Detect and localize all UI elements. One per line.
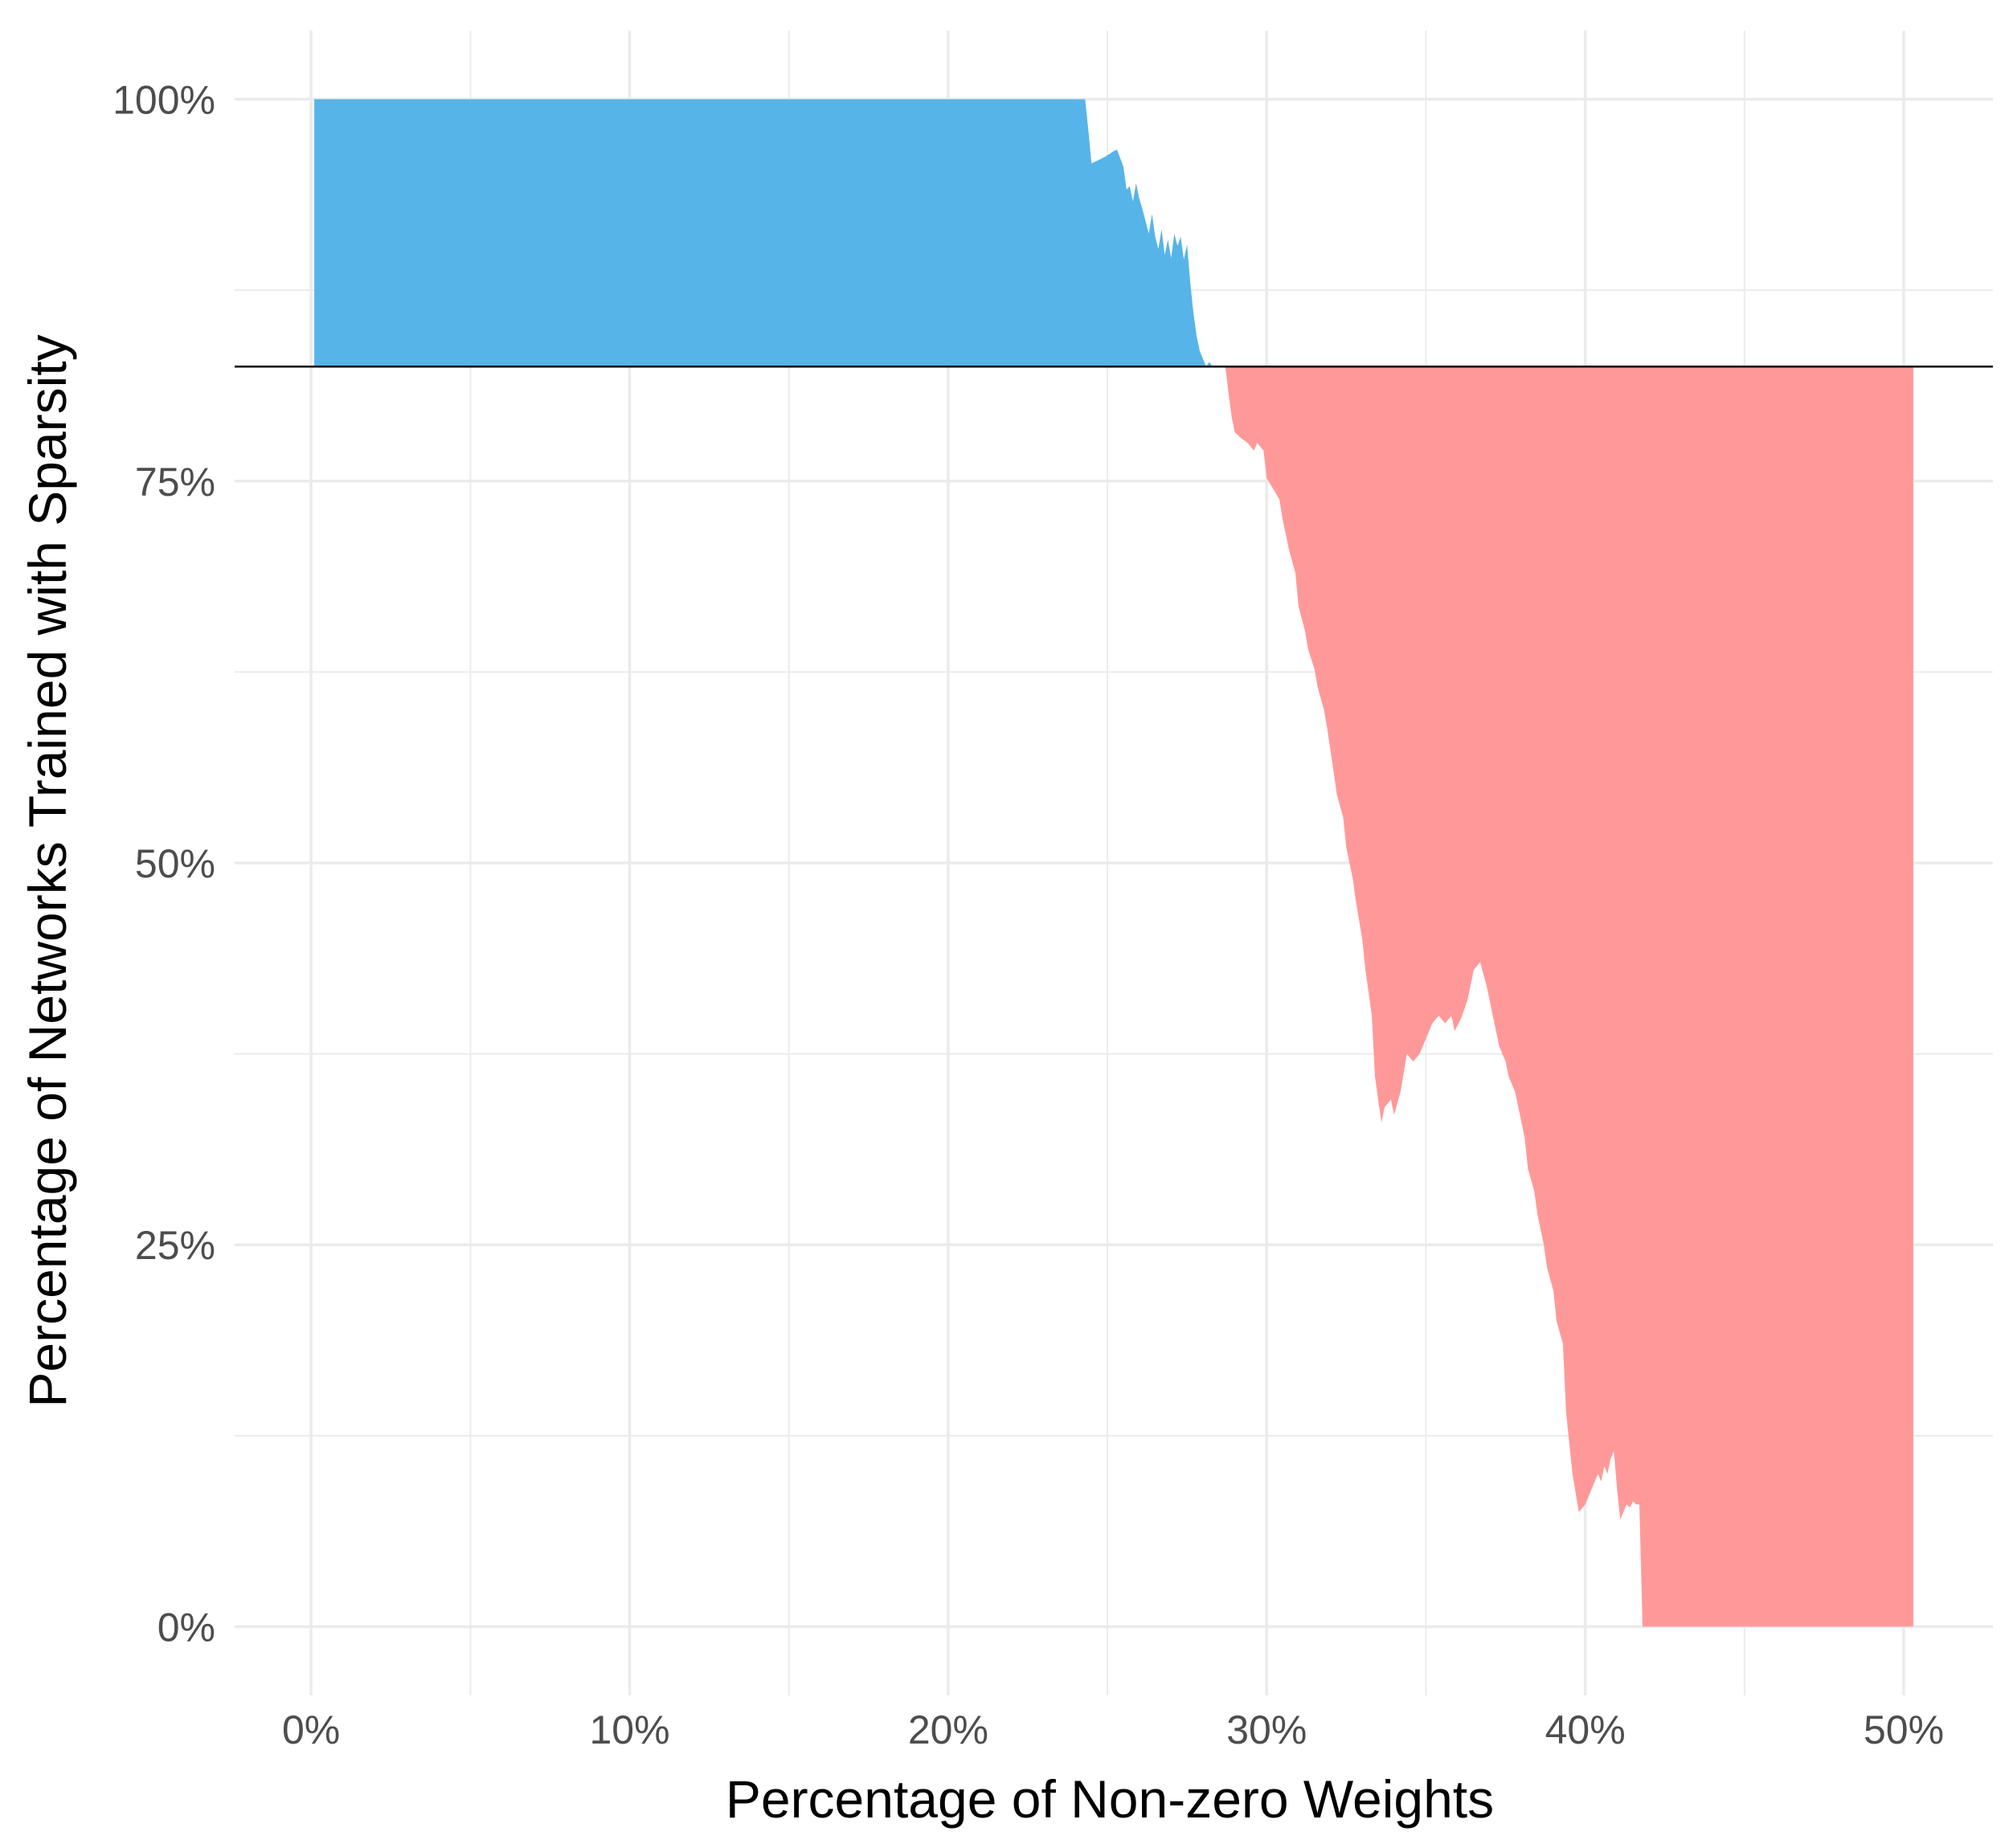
y-tick-label: 0% [158, 1605, 215, 1650]
y-axis-title: Percentage of Networks Trained with Spar… [18, 334, 77, 1407]
x-tick-label: 30% [1226, 1707, 1307, 1752]
x-tick-label: 40% [1545, 1707, 1626, 1752]
x-tick-label: 20% [908, 1707, 988, 1752]
y-tick-label: 75% [135, 460, 215, 505]
x-tick-label: 10% [589, 1707, 669, 1752]
y-tick-label: 50% [135, 841, 215, 886]
y-tick-label: 100% [113, 78, 215, 123]
y-tick-label: 25% [135, 1223, 215, 1268]
area-below-reference [314, 366, 1913, 1627]
x-tick-labels: 0% 10% 20% 30% 40% 50% [282, 1707, 1944, 1752]
x-axis-title: Percentage of Non-zero Weights [726, 1769, 1494, 1829]
area-above-reference [314, 99, 1913, 367]
x-tick-label: 0% [282, 1707, 340, 1752]
x-tick-label: 50% [1864, 1707, 1944, 1752]
y-tick-labels: 0% 25% 50% 75% 100% [113, 78, 215, 1650]
